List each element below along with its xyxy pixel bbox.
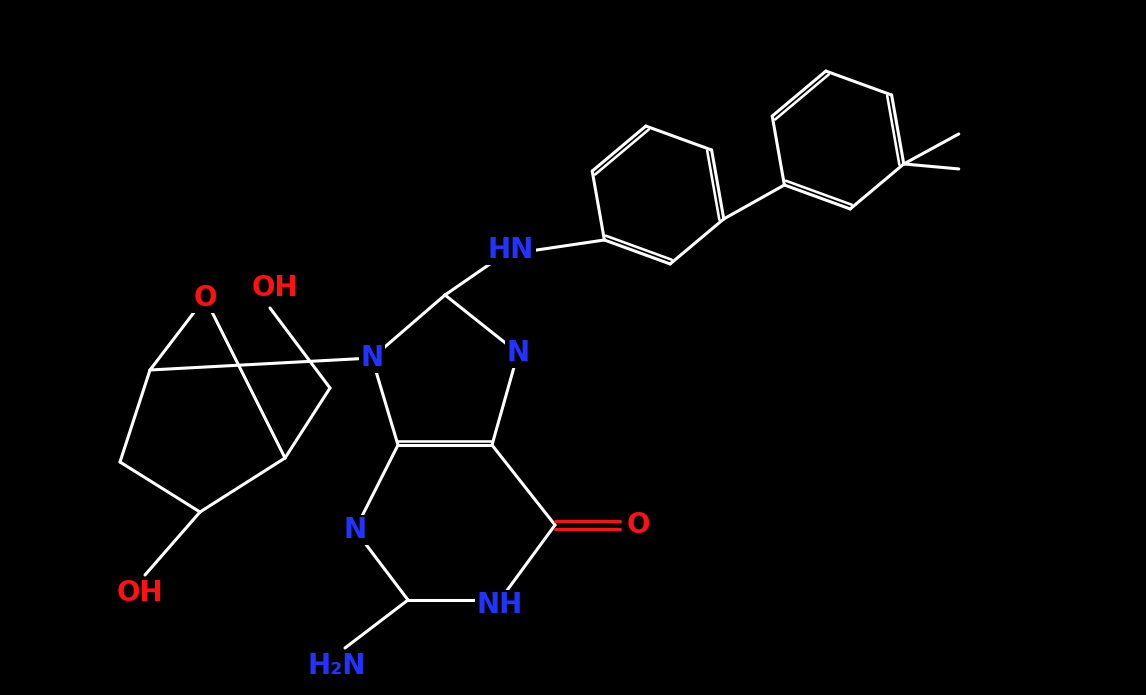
Text: NH: NH <box>477 591 523 619</box>
Text: N: N <box>361 344 384 372</box>
Text: HN: HN <box>488 236 534 264</box>
Text: H₂N: H₂N <box>308 652 367 680</box>
Text: O: O <box>194 284 217 312</box>
Text: OH: OH <box>117 579 164 607</box>
Text: N: N <box>507 339 529 367</box>
Text: N: N <box>344 516 367 544</box>
Text: OH: OH <box>252 274 298 302</box>
Text: O: O <box>626 511 650 539</box>
